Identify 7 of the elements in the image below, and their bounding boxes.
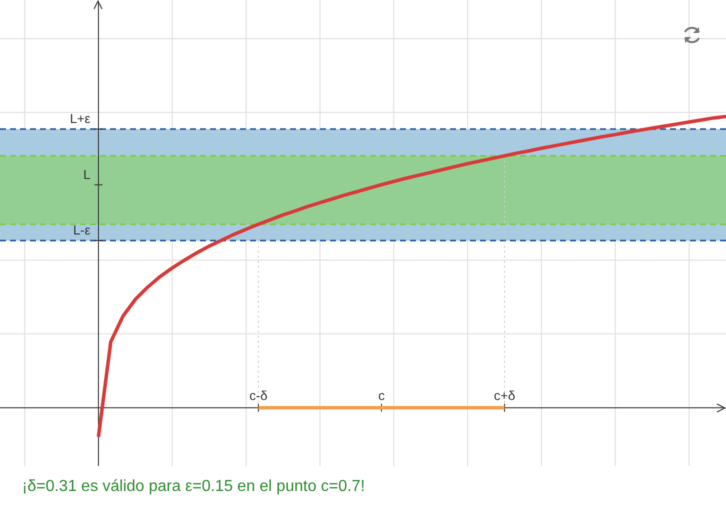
ref-line-label: L-ε [73,222,91,238]
annotation: L [83,166,90,182]
x-tick-label: c [378,388,386,403]
x-tick-label: c+δ [494,388,516,403]
text: ¡δ=0.31 es válido para ε=0.15 en el punto c=0.7! [22,478,365,496]
x-tick-label: c-δ [249,388,268,403]
ref-line-label: L+ε [70,111,91,126]
